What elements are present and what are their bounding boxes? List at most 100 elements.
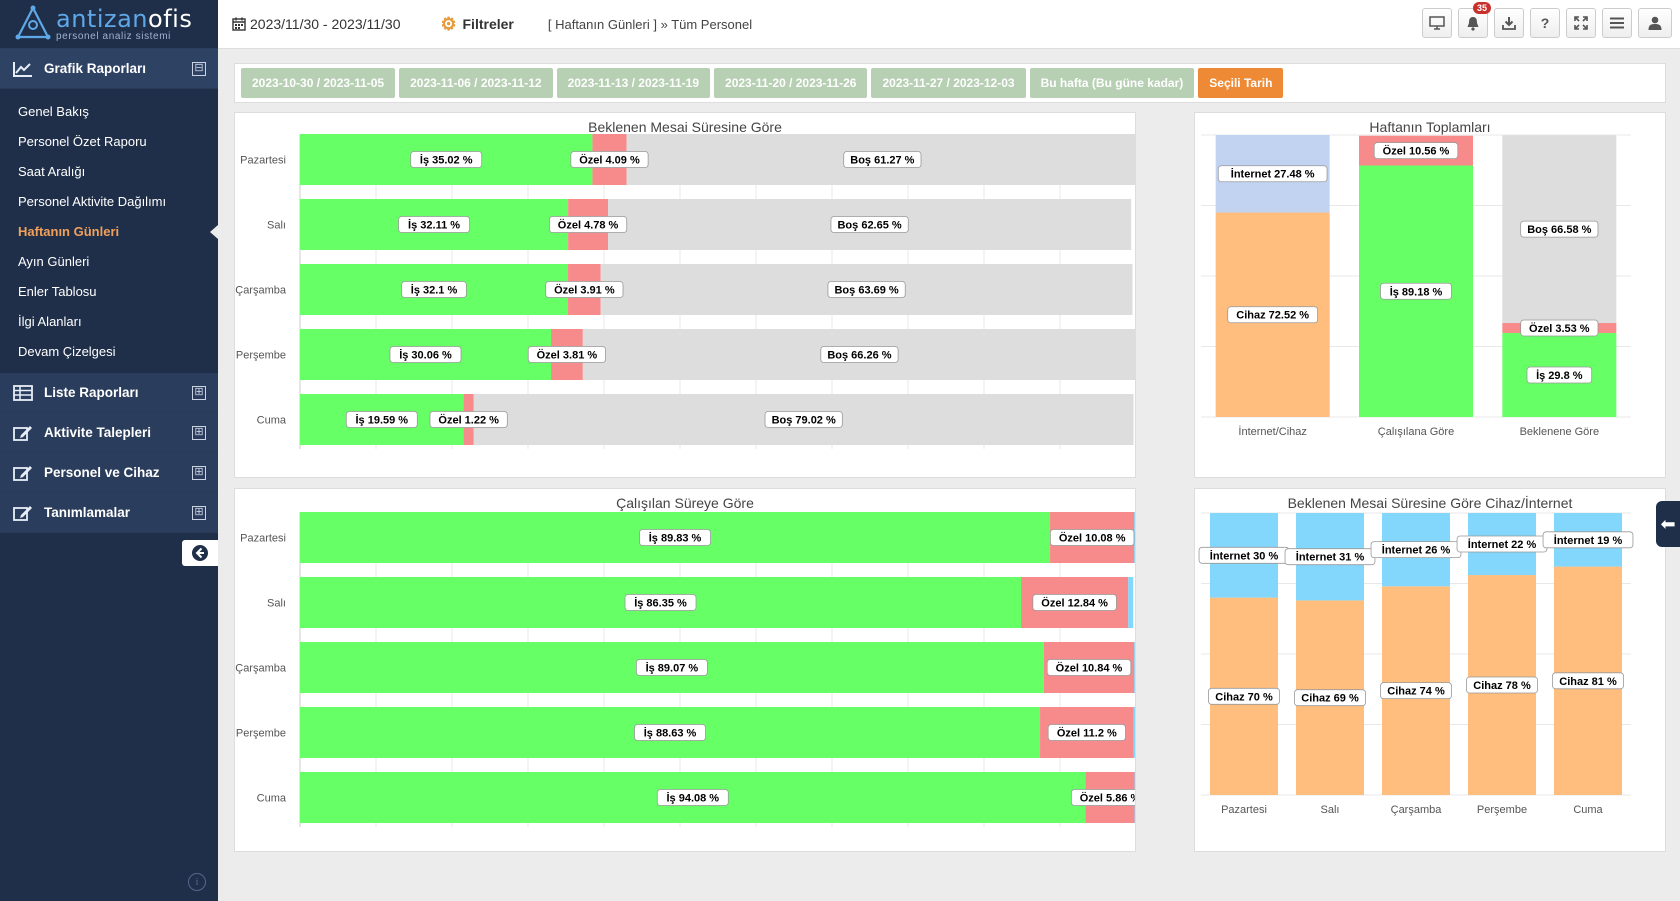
data-label-text: Boş 62.65 % [837,220,901,232]
collapse-toggle-icon[interactable]: ⊟ [192,61,206,76]
category-label: Pazartesi [240,533,286,545]
help-button[interactable]: ? [1530,8,1560,38]
monitor-button[interactable] [1422,8,1452,38]
week-selector: 2023-10-30 / 2023-11-05 2023-11-06 / 202… [234,63,1666,103]
bar-remainder [1134,512,1135,563]
data-label: Özel 4.78 % [549,216,628,233]
sidebar-item-devam-cizelgesi[interactable]: Devam Çizelgesi [18,344,116,359]
expand-toggle-icon[interactable]: ⊞ [192,385,206,400]
week-button[interactable]: 2023-11-06 / 2023-11-12 [399,68,553,98]
expected-hours-chart: Pazartesi İş 35.02 % Özel 4.09 % Boş 61.27 … [235,134,1135,449]
data-label: Boş 79.02 % [764,411,843,428]
data-label-box [429,411,508,428]
bar-remainder [1133,707,1135,758]
info-icon[interactable]: i [188,873,206,891]
data-label-text: Özel 4.78 % [558,219,619,232]
data-label: Özel 3.81 % [527,346,606,363]
menu-section-grafik-raporlari[interactable]: Grafik Raporları ⊟ [0,49,218,89]
current-week-button[interactable]: Bu hafta (Bu güne kadar) [1029,68,1195,98]
category-label: İnternet/Cihaz [1238,425,1306,438]
sidebar-item-enler-tablosu[interactable]: Enler Tablosu [18,284,97,299]
side-panel-toggle[interactable]: ⬅ [1656,501,1680,547]
data-label-box [401,281,467,298]
data-label-text: İş 89.83 % [649,532,702,545]
data-label: İş 86.35 % [624,594,697,611]
fullscreen-button[interactable] [1566,8,1596,38]
data-label: İnternet 31 % [1284,548,1376,566]
sidebar-item-ilgi-alanlari[interactable]: İlgi Alanları [18,314,82,329]
data-label-box [1294,689,1366,707]
data-label-text: İş 32.1 % [411,284,458,297]
data-label-box [1049,529,1135,546]
notifications-button[interactable]: 35 [1458,2,1491,38]
expand-toggle-icon[interactable]: ⊞ [192,425,206,440]
sidebar-item-personel-ozet-raporu[interactable]: Personel Özet Raporu [18,134,147,149]
section-label: Personel ve Cihaz [44,465,160,480]
data-label: İnternet 26 % [1370,541,1462,559]
data-label: Özel 3.53 % [1520,319,1599,337]
data-label-box [1373,142,1459,160]
category-label: Cuma [1573,804,1603,816]
menu-section-personel-ve-cihaz[interactable]: Personel ve Cihaz ⊞ [0,453,218,493]
data-label: İnternet 27.48 % [1217,165,1328,183]
data-label-box [1047,724,1126,741]
week-button[interactable]: 2023-10-30 / 2023-11-05 [241,68,396,98]
data-label-text: Cihaz 69 % [1301,693,1359,705]
data-label-box [830,216,909,233]
data-label-text: İnternet 31 % [1296,551,1365,564]
data-label-box [1466,676,1538,694]
expand-toggle-icon[interactable]: ⊞ [192,505,206,520]
sidebar-item-saat-araligi[interactable]: Saat Aralığı [18,164,86,179]
data-label-text: İş 30.06 % [399,349,452,362]
sidebar-item-genel-bakis[interactable]: Genel Bakış [18,104,89,119]
user-icon [1648,16,1662,30]
data-label-text: İş 89.07 % [646,662,699,675]
section-label: Tanımlamalar [44,505,131,520]
data-label: Cihaz 70 % [1208,687,1280,705]
data-label-box [545,281,624,298]
device-internet-chart: Cihaz 70 % İnternet 30 % Pazartesi Cihaz 69… [1198,512,1634,816]
data-label-text: İnternet 22 % [1468,538,1537,551]
weekly-totals-chart: Cihaz 72.52 % İnternet 27.48 % İnternet/Ci… [1201,134,1631,438]
filters-button[interactable]: ⚙ Filtreler [441,15,514,33]
data-label: Boş 61.27 % [843,151,922,168]
data-label-box [1070,789,1135,806]
week-button[interactable]: 2023-11-27 / 2023-12-03 [871,68,1026,98]
data-label: İnternet 19 % [1542,531,1634,549]
menu-section-tanimlamalar[interactable]: Tanımlamalar ⊞ [0,493,218,533]
sidebar-item-personel-aktivite-dagilimi[interactable]: Personel Aktivite Dağılımı [18,194,167,209]
menu-button[interactable] [1602,8,1632,38]
sidebar-collapse-button[interactable] [182,540,218,566]
bar-remainder [1134,642,1135,693]
logo-subtitle: personel analiz sistemi [56,30,171,42]
data-label-box [549,216,628,233]
week-button[interactable]: 2023-11-20 / 2023-11-26 [714,68,868,98]
data-label-text: Özel 4.09 % [579,154,640,167]
menu-section-aktivite-talepleri[interactable]: Aktivite Talepleri ⊞ [0,413,218,453]
app-logo[interactable]: antizanofis personel analiz sistemi [0,0,218,49]
download-icon [1502,17,1516,30]
data-label-text: İş 35.02 % [420,154,473,167]
menu-icon [1610,17,1624,29]
expand-toggle-icon[interactable]: ⊞ [192,465,206,480]
menu-section-liste-raporlari[interactable]: Liste Raporları ⊞ [0,373,218,413]
date-range-text: 2023/11/30 - 2023/11/30 [250,16,401,32]
user-button[interactable] [1638,8,1672,38]
data-label: Boş 63.69 % [827,281,906,298]
download-button[interactable] [1494,8,1524,38]
sidebar-item-haftanin-gunleri[interactable]: Haftanın Günleri [0,217,218,247]
sidebar-item-ayin-gunleri[interactable]: Ayın Günleri [18,254,90,269]
fullscreen-icon [1574,16,1588,30]
toolbar-icons: 35 ? [1422,2,1680,38]
data-label: Özel 4.09 % [570,151,649,168]
data-label-text: Özel 5.86 % [1080,792,1135,805]
data-label-text: Özel 3.81 % [537,349,598,362]
week-button[interactable]: 2023-11-13 / 2023-11-19 [556,68,711,98]
data-label: Özel 10.56 % [1373,142,1459,160]
category-label: Çarşamba [1391,804,1443,816]
date-range[interactable]: 2023/11/30 - 2023/11/30 [232,16,401,32]
data-label-box [1520,319,1599,337]
data-label-text: Boş 63.69 % [834,285,898,297]
data-label-text: Özel 12.84 % [1041,597,1108,610]
selected-date-button[interactable]: Seçili Tarih [1198,68,1284,98]
